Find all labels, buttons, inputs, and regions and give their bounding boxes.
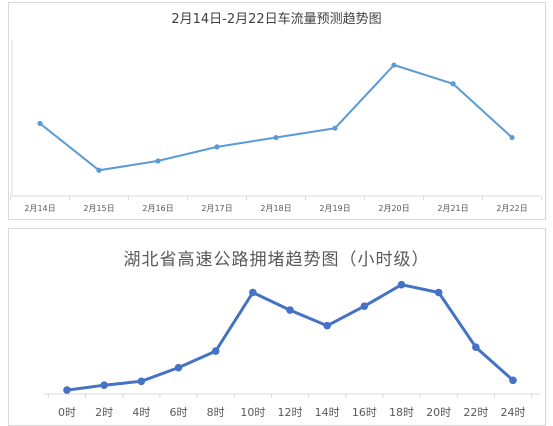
data-point — [137, 377, 146, 386]
data-point — [214, 144, 220, 150]
x-tick-label: 16时 — [352, 406, 377, 419]
x-tick-label: 2月21日 — [437, 204, 468, 213]
x-tick-label: 8时 — [207, 406, 225, 419]
x-tick-label: 2月20日 — [378, 204, 409, 213]
x-tick-label: 6时 — [170, 406, 188, 419]
chart-frame — [8, 2, 546, 220]
data-point — [509, 134, 515, 141]
data-point — [96, 167, 102, 173]
data-point — [391, 62, 397, 68]
data-point — [100, 381, 108, 390]
series-line — [39, 64, 513, 172]
x-tick-label: 10时 — [240, 406, 265, 419]
x-tick-label: 20时 — [426, 406, 451, 419]
data-point — [450, 81, 456, 87]
x-tick-label: 2月18日 — [260, 204, 291, 213]
data-point — [63, 386, 71, 394]
x-tick-label: 2时 — [95, 406, 113, 419]
x-tick-label: 2月22日 — [496, 204, 527, 213]
data-point — [397, 280, 406, 289]
data-point — [155, 158, 161, 164]
x-tick-label: 2月19日 — [319, 204, 350, 213]
x-tick-label: 14时 — [315, 406, 340, 419]
data-point — [509, 376, 517, 385]
x-tick-label: 12时 — [278, 406, 303, 419]
daily-traffic-chart: 2月14日 2月15日 2月16日 2月17日 2月18日 2月19日 2月20日 2月21日… — [10, 40, 542, 213]
data-point — [434, 288, 443, 297]
traffic-forecast-panel: 2月14日-2月22日车流量预测趋势图 2月14日 2月15日 2月16日 2月17日… — [8, 2, 546, 220]
chart-title: 湖北省高速公路拥堵趋势图（小时级） — [123, 250, 430, 270]
x-tick-label: 22时 — [463, 406, 488, 419]
x-tick-label: 2月16日 — [142, 204, 173, 213]
data-point — [332, 125, 338, 131]
data-point — [273, 134, 279, 141]
congestion-trend-panel: 湖北省高速公路拥堵趋势图（小时级） 0时 2时 4时 6时 8时 10时 12时 14时 16时… — [0, 228, 553, 426]
x-tick-label: 2月14日 — [24, 204, 55, 213]
data-point — [37, 120, 43, 127]
data-point — [360, 302, 369, 310]
series-line — [66, 283, 514, 392]
chart-title: 2月14日-2月22日车流量预测趋势图 — [171, 12, 382, 27]
x-tick-label: 2月15日 — [83, 204, 114, 213]
data-point — [249, 288, 257, 297]
x-tick-label: 0时 — [58, 406, 76, 419]
data-point — [211, 347, 220, 355]
x-tick-label: 2月17日 — [201, 204, 232, 213]
data-point — [174, 363, 183, 372]
x-tick-label: 24时 — [501, 406, 526, 419]
data-point — [286, 306, 294, 314]
hourly-congestion-chart: 0时 2时 4时 6时 8时 10时 12时 14时 16时 18时 20时 22时 24时 — [44, 280, 540, 419]
data-point — [472, 343, 480, 351]
x-tick-label: 18时 — [389, 406, 414, 419]
x-tick-label: 4时 — [132, 406, 150, 419]
data-point — [323, 321, 331, 330]
